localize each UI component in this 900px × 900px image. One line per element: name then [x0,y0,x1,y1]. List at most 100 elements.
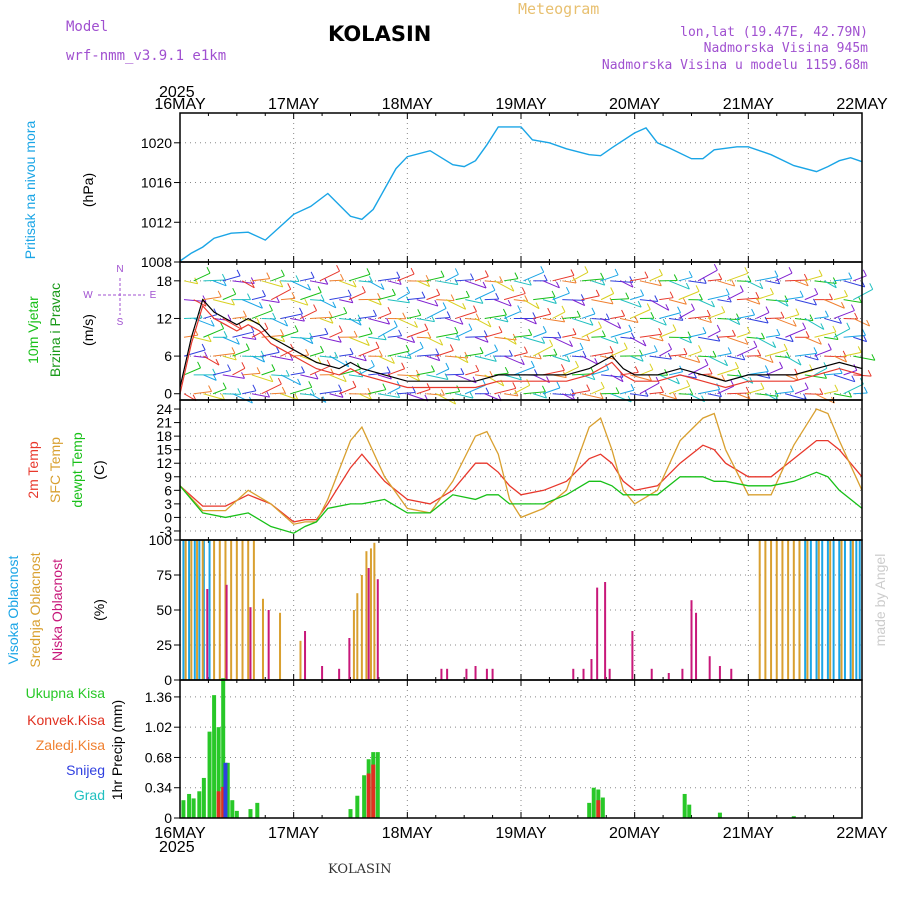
wind-barb [251,310,273,319]
wind-barb [571,299,585,307]
wind-barb [843,351,862,357]
wind-barb [668,317,683,321]
wind-barb [814,349,832,357]
wind-barb-flag [721,374,726,381]
wind-barb [804,275,823,282]
precip-bar-total [191,798,196,818]
wind-barb [542,336,561,339]
cloud-bar-low [590,659,593,680]
wind-barb [727,355,745,361]
wind-barb [629,309,651,319]
wind-barb [659,330,677,338]
precip-legend-item: Konvek.Kisa [27,712,105,728]
wind-barb-flag [368,327,373,334]
cloud-bar-low [348,638,351,680]
cloud-bar-low [667,673,670,680]
wind-barb-flag [685,282,690,290]
wind-barb [426,308,447,319]
wind-barb [407,297,426,301]
cloud-bar-mid [764,540,767,680]
cloud-bar-low [446,668,449,680]
wind-barb-flag [628,324,633,332]
cloud-bar-mid [787,540,790,680]
wind-barb [290,299,308,306]
wind-barb-flag [634,366,639,373]
wind-barb [397,273,415,282]
wind-barb-flag [683,347,688,355]
cloud-bar-low [596,587,599,680]
wind-barb [280,313,303,319]
wind-barb [717,280,735,287]
wind-barb-flag [734,361,739,369]
wind-barb-flag [688,270,693,278]
wind-barb-flag [442,302,447,309]
wind-barb-flag [523,346,528,353]
wind-barb [232,280,255,284]
wind-barb [639,299,658,303]
wind-barb [756,293,774,301]
wind-barb-flag [660,386,664,393]
wind-barb [397,355,412,360]
wind-barb-flag [542,326,547,333]
wind-barb [319,270,340,282]
wind-barb-flag [595,289,600,297]
wind-barb-flag [540,265,545,273]
wind-barb [455,355,469,364]
wind-barb-flag [866,319,871,327]
wind-barb-flag [380,283,385,290]
wind-barb-flag [759,282,764,289]
cloud-bar-high [832,540,835,680]
wind-barb [494,317,509,323]
wind-barb [251,393,270,398]
wind-barb-flag [510,284,515,292]
wind-barb [271,275,285,282]
wind-barb [630,393,649,397]
y-tick-label: 1020 [141,135,172,151]
wind-barb [581,327,602,338]
cloud-bar-high [188,540,191,680]
wind-barb-flag [487,320,492,328]
wind-barb-flag [553,348,558,356]
y-tick-label: 6 [164,482,172,498]
pressure-line [179,126,863,262]
wind-barb [436,316,451,319]
cloud-bar-low [608,668,611,680]
wind-barb-flag [605,363,610,370]
wind-barb-flag [615,387,620,394]
precip-bar-total [682,793,687,818]
cloud-bar-mid [775,540,778,680]
cloud-bar-mid [829,540,832,680]
wind-barb-flag [610,287,615,294]
wind-barb [600,336,619,344]
wind-barb-flag [642,339,647,347]
wind-barb [261,280,283,288]
precip-bar-total [197,791,202,818]
wind-barb-flag [841,302,845,309]
wind-barb-flag [696,356,701,363]
wind-barb [746,317,769,324]
wind-barb-flag [337,335,342,343]
wind-barb-flag [332,301,337,309]
wind-barb-flag [786,351,791,359]
wind-barb [397,317,418,328]
cloud-bar-high [198,540,201,680]
wind-barb [455,296,470,301]
wind-barb [203,355,220,366]
wind-barb-flag [565,286,570,294]
wind-barb-flag [744,267,749,274]
wind-barb [785,279,808,282]
cloud-bar-mid [224,540,227,680]
wind-barb [610,374,624,383]
wind-barb [843,369,858,376]
wind-barb [833,310,855,319]
wind-barb-flag [301,366,305,373]
wind-barb-flag [576,310,581,318]
precip-bar-total [348,809,353,818]
wind-barb-flag [320,294,325,301]
wind-barb [678,276,693,282]
wind-barb-flag [479,297,484,304]
wind-barb-flag [669,291,674,298]
wind-barb-flag [637,300,642,308]
wind-barb [339,386,357,395]
wind-barb-flag [324,327,329,335]
